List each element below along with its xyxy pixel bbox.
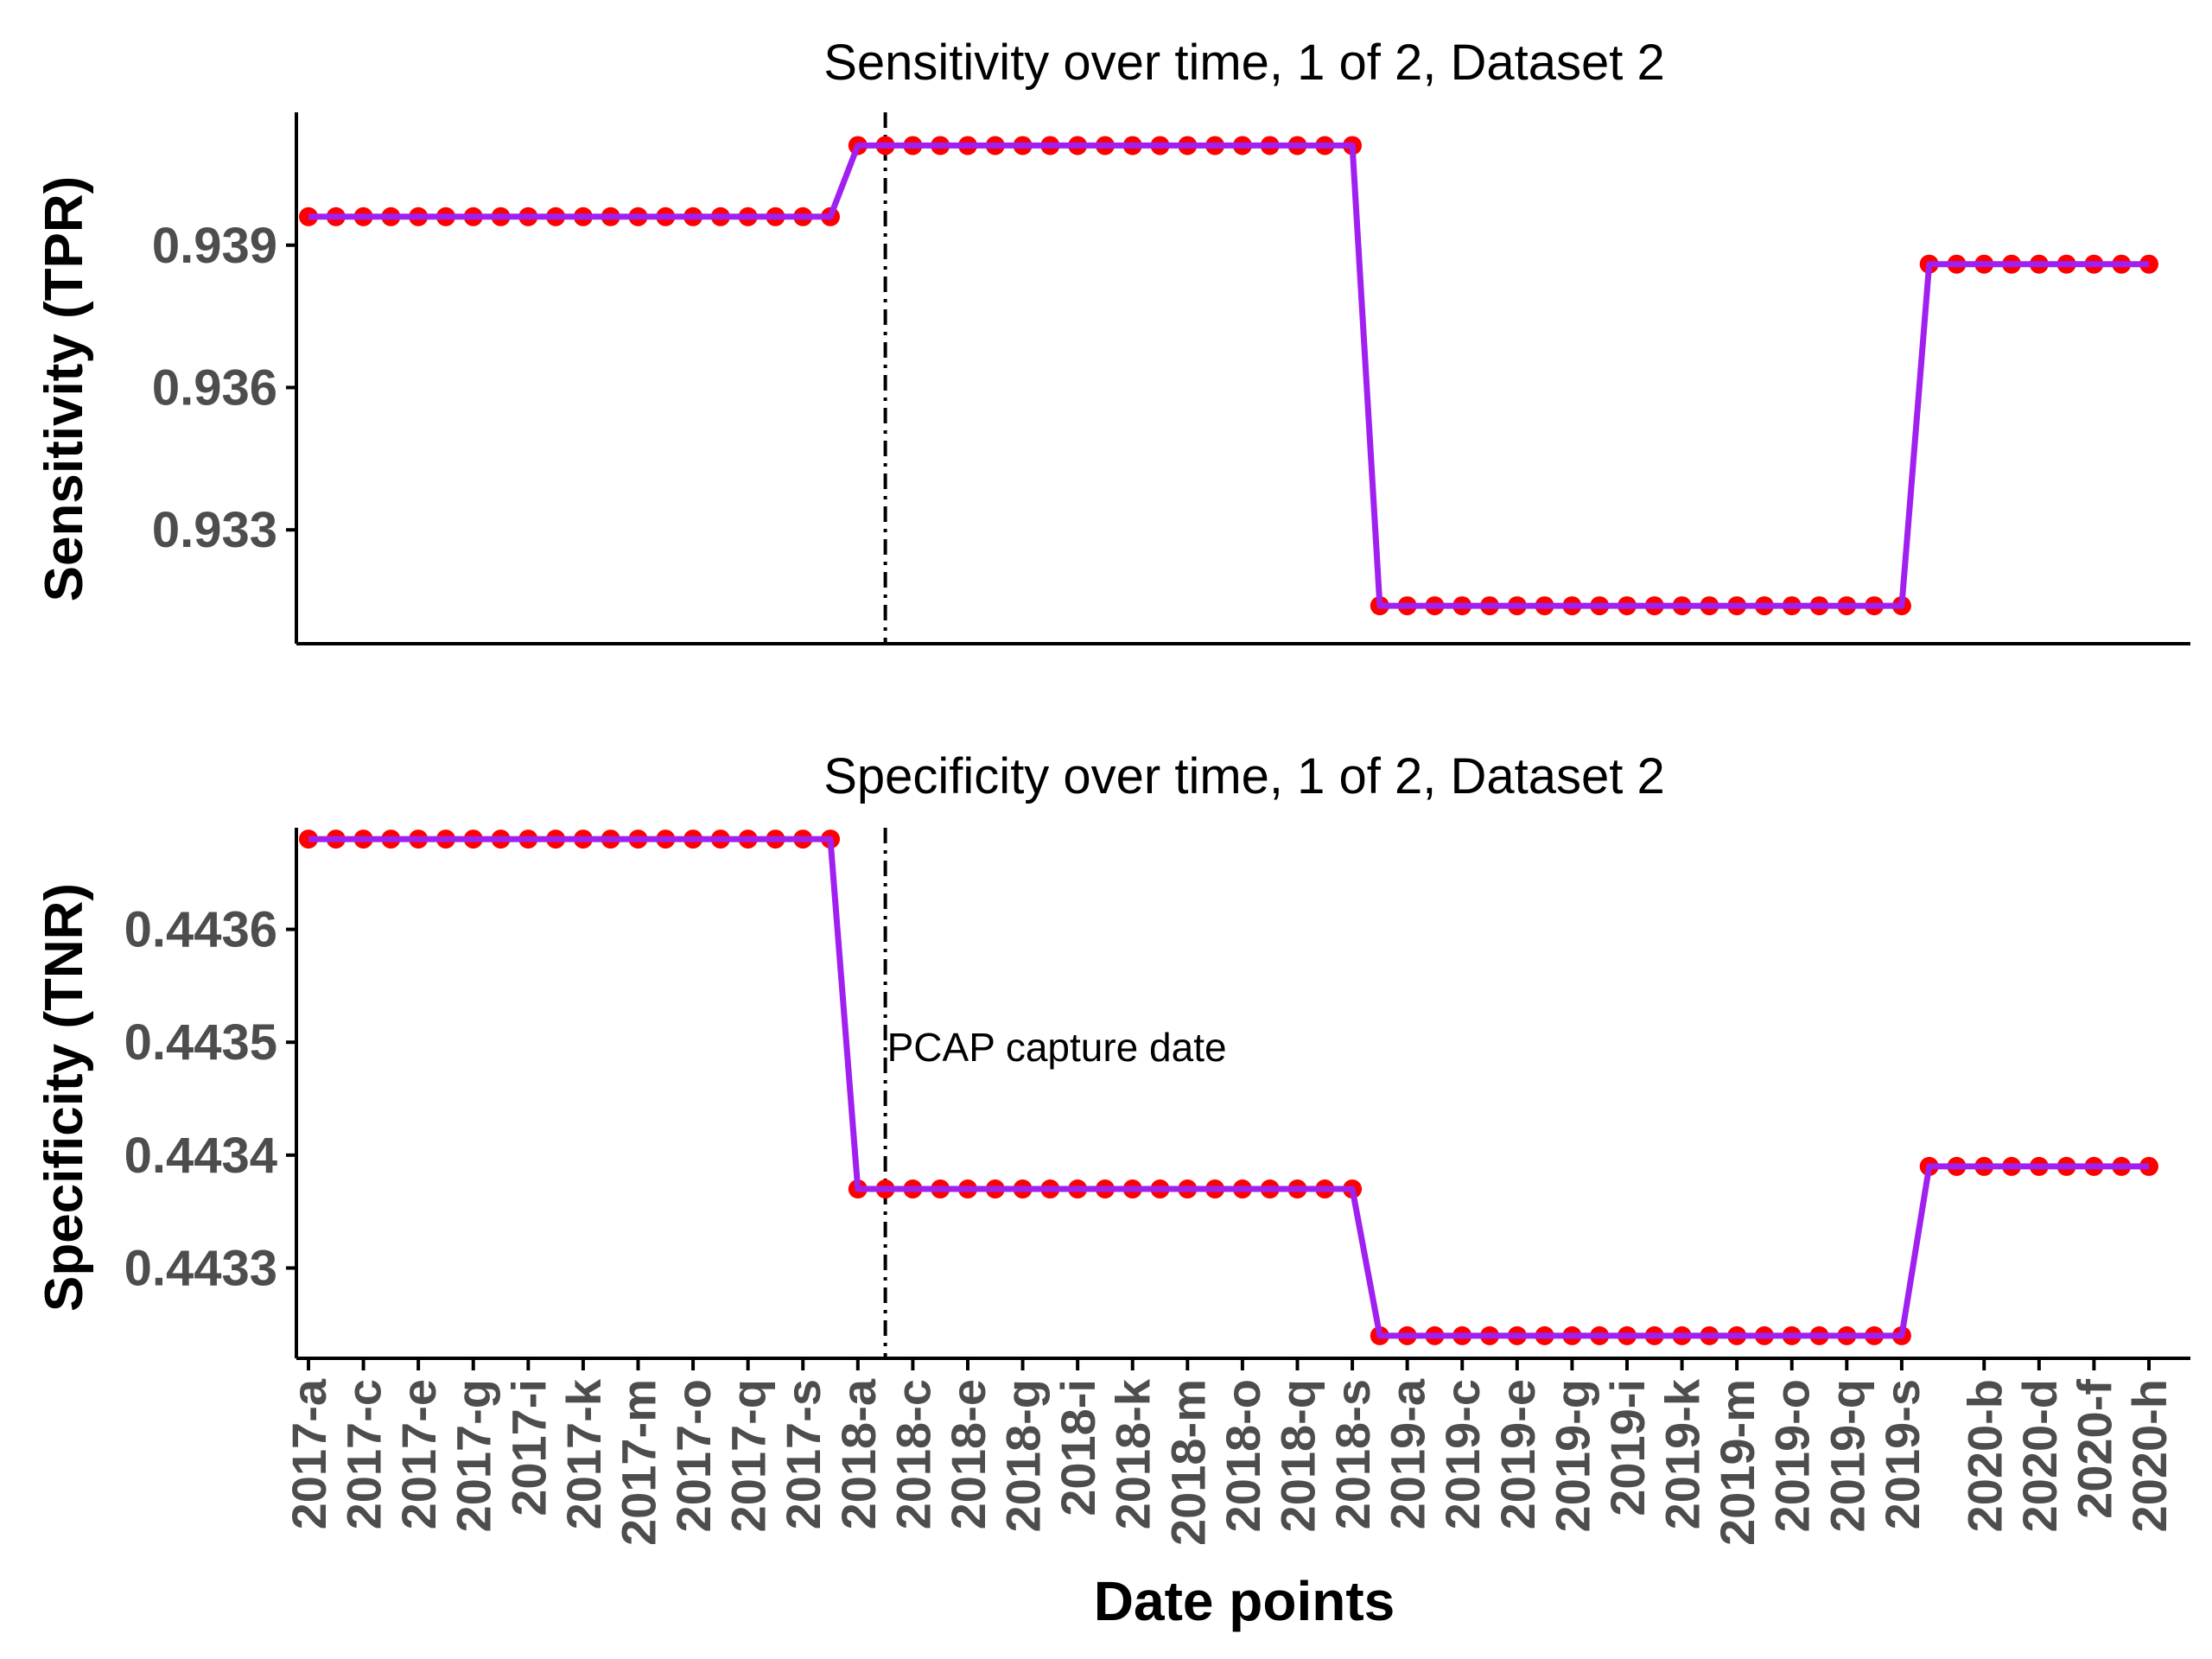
x-tick-label: 2018-e [941,1379,995,1529]
x-tick-label: 2018-g [996,1379,1051,1532]
x-tick-label: 2019-a [1381,1378,1435,1529]
sensitivity-y-axis-label: Sensitivity (TPR) [35,176,94,602]
x-tick-label: 2017-o [666,1379,721,1532]
x-tick-label: 2019-o [1765,1379,1820,1532]
x-tick-label: 2017-q [721,1379,776,1532]
x-tick-label: 2019-g [1545,1379,1599,1532]
specificity-panel: Specificity over time, 1 of 2, Dataset 2… [35,748,2190,1546]
x-tick-label: 2019-s [1875,1379,1929,1529]
x-tick-label: 2019-m [1710,1379,1764,1546]
x-axis-label: Date points [1094,1570,1395,1632]
x-tick-label: 2017-m [611,1379,665,1546]
x-tick-label: 2018-q [1270,1379,1325,1532]
x-tick-label: 2017-e [391,1379,446,1529]
x-tick-label: 2020-b [1957,1379,2012,1532]
x-tick-label: 2017-c [337,1379,391,1529]
x-tick-label: 2019-i [1600,1379,1655,1516]
x-tick-label: 2019-k [1656,1378,1710,1529]
specificity-y-axis-label: Specificity (TNR) [35,883,94,1312]
x-tick-label: 2019-c [1435,1379,1490,1529]
x-tick-label: 2017-a [282,1378,336,1529]
x-tick-label: 2020-h [2122,1379,2177,1532]
capture-date-annotation: PCAP capture date [887,1025,1227,1070]
x-tick-label: 2020-f [2067,1379,2121,1519]
x-tick-label: 2017-g [447,1379,501,1532]
y-tick-label: 0.4434 [124,1128,277,1184]
sensitivity-panel: Sensitivity over time, 1 of 2, Dataset 2… [35,35,2190,645]
series-line [308,836,2149,1339]
x-tick-label: 2018-m [1160,1379,1215,1546]
y-tick-label: 0.4436 [124,902,277,958]
sensitivity-chart-title: Sensitivity over time, 1 of 2, Dataset 2 [823,35,1665,91]
x-tick-label: 2020-d [2012,1379,2067,1532]
x-tick-label: 2019-q [1820,1379,1874,1532]
x-tick-label: 2018-i [1051,1379,1105,1516]
x-tick-label: 2018-o [1216,1379,1270,1532]
y-tick-label: 0.933 [152,502,277,558]
y-tick-label: 0.939 [152,218,277,274]
x-tick-label: 2018-k [1106,1378,1160,1529]
x-tick-label: 2018-c [886,1379,940,1529]
specificity-chart-title: Specificity over time, 1 of 2, Dataset 2 [823,748,1665,804]
sensitivity-plot-area: 0.933 0.936 0.939 [152,112,2190,645]
x-tick-label: 2017-s [776,1379,830,1529]
x-tick-label: 2018-a [831,1378,886,1529]
series-line [308,142,2149,609]
x-tick-label: 2017-k [556,1378,611,1529]
y-tick-label: 0.4433 [124,1240,277,1296]
y-tick-label: 0.936 [152,359,277,416]
x-tick-label: 2017-i [501,1379,556,1516]
x-tick-label: 2019-e [1491,1379,1545,1529]
x-tick-label: 2018-s [1325,1379,1380,1529]
y-tick-label: 0.4435 [124,1014,277,1071]
